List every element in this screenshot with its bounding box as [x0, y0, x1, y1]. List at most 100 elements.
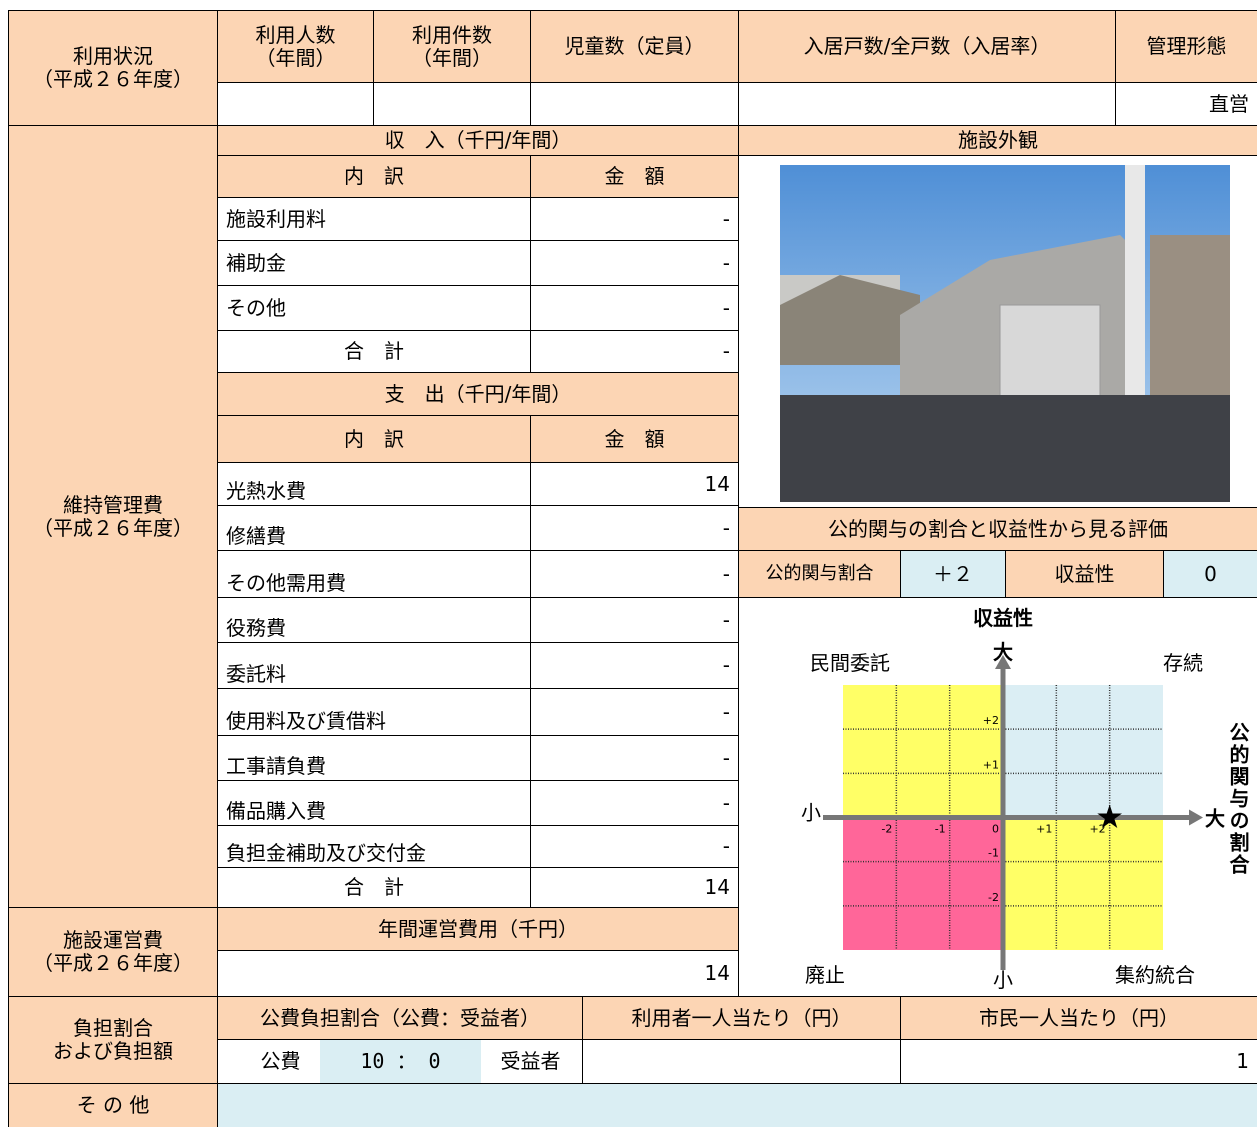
expense-amount: 14 — [530, 867, 739, 908]
income-item: 合 計 — [217, 330, 531, 373]
expense-item: 工事請負費 — [217, 735, 531, 781]
cell-text: 公費 — [260, 1049, 301, 1073]
arrow — [1189, 809, 1203, 826]
axis-end: 大 — [1205, 807, 1225, 831]
expense-amount: 14 — [530, 462, 739, 506]
axis-title: 公的関与の割合 — [1226, 722, 1250, 876]
cell-text: 収 入（千円/年間） — [384, 128, 572, 152]
cell-text: - — [722, 206, 730, 231]
cell-text: その他 — [226, 295, 286, 320]
cell-text: 支 出（千円/年間） — [384, 381, 572, 406]
cell-text: 備品購入費 — [226, 799, 326, 823]
cell-text: 0 — [1204, 561, 1217, 586]
expense-item: 役務費 — [217, 597, 531, 643]
cell-text: - — [722, 790, 730, 815]
cell-text: - — [722, 561, 730, 586]
income-amount: - — [530, 330, 739, 373]
cell-text: 補助金 — [226, 250, 286, 275]
cell-text: 1 — [1236, 1049, 1249, 1073]
cell-text: 使用料及び賃借料 — [226, 709, 386, 733]
evaluation-matrix: -2 -1 0 +1 +2+2+1-1-2収益性大小小大公的関与の割合民間委託 存続廃止集… — [801, 606, 1250, 992]
cell-text: （平成２６年度） — [33, 67, 193, 91]
operation-label: 施設運営費 （平成２６年度） — [8, 907, 218, 997]
cell-text: その他需用費 — [226, 571, 346, 595]
expense-amount: - — [530, 597, 739, 643]
burden-ratio: 10 ： 0 — [320, 1040, 481, 1083]
cell-text: 金 額 — [604, 426, 665, 451]
cell-text: 修繕費 — [226, 524, 286, 548]
cell-text: および負担額 — [53, 1039, 173, 1063]
cell-text: 役務費 — [226, 616, 286, 640]
usage-value — [530, 82, 739, 126]
income-item: 施設利用料 — [217, 197, 531, 241]
cell-text: 10 ： 0 — [360, 1049, 441, 1073]
quadrant-label: 集約統合 — [1115, 963, 1195, 987]
burden-head: 市民一人当たり（円） — [900, 996, 1257, 1040]
public-value: ＋２ — [900, 550, 1006, 598]
exterior-title: 施設外観 — [738, 125, 1257, 156]
public-label: 公的関与割合 — [738, 550, 901, 598]
cell-text: 公的関与割合 — [765, 562, 874, 584]
other-label: そ の 他 — [8, 1083, 218, 1127]
y-tick-label: -2 — [988, 891, 999, 904]
y-tick-label: +1 — [983, 758, 999, 771]
quadrant — [1003, 685, 1163, 818]
expense-item: 修繕費 — [217, 505, 531, 551]
quadrant — [843, 685, 1003, 818]
income-amount: - — [530, 285, 739, 331]
usage-value — [217, 82, 374, 126]
cell-text: 利用者一人当たり（円） — [631, 1005, 852, 1030]
cell-text: 入居戸数/全戸数（入居率） — [803, 34, 1051, 58]
cell-text: 負担金補助及び交付金 — [226, 841, 426, 865]
x-tick-label: +1 — [1036, 823, 1052, 836]
burden-beneficiary: 受益者 — [480, 1040, 581, 1083]
operation-value: 14 — [217, 950, 739, 997]
operation-title: 年間運営費用（千円） — [217, 907, 739, 951]
evaluation-point — [1097, 804, 1122, 828]
profit-label: 収益性 — [1005, 550, 1164, 598]
cell-text: （平成２６年度） — [33, 951, 193, 975]
quadrant — [843, 817, 1003, 950]
per-user — [582, 1039, 901, 1084]
expense-amount: - — [530, 505, 739, 551]
expense-amount: - — [530, 825, 739, 868]
other-value — [217, 1083, 1257, 1127]
income-item: 補助金 — [217, 240, 531, 286]
usage-header: 利用人数 （年間） — [217, 10, 374, 83]
cell-text: 年間運営費用（千円） — [378, 916, 578, 941]
burden-head: 利用者一人当たり（円） — [582, 996, 901, 1040]
cell-text: （平成２６年度） — [33, 515, 193, 540]
per-citizen: 1 — [900, 1039, 1257, 1084]
quadrant-label: 民間委託 — [810, 651, 890, 675]
usage-value — [738, 82, 1116, 126]
usage-value — [373, 82, 531, 126]
y-tick-label: +2 — [983, 714, 999, 727]
expense-item: 使用料及び賃借料 — [217, 688, 531, 736]
cell-text: 市民一人当たり（円） — [979, 1005, 1179, 1030]
expense-item: 委託料 — [217, 642, 531, 689]
quadrant-label: 廃止 — [805, 963, 845, 987]
income-head: 内 訳 — [217, 155, 531, 198]
usage-header: 利用件数 （年間） — [373, 10, 531, 83]
cell-text: 管理形態 — [1146, 34, 1227, 58]
cell-text: 合 計 — [344, 339, 404, 363]
cell-text: - — [722, 295, 730, 320]
cell-text: （年間） — [412, 45, 492, 70]
cell-text: - — [722, 653, 730, 677]
cell-text: 委託料 — [226, 662, 286, 686]
usage-header: 児童数（定員） — [530, 10, 739, 83]
expense-amount: - — [530, 735, 739, 781]
cell-text: - — [722, 339, 730, 363]
cell-text: 収益性 — [1054, 561, 1115, 586]
x-tick-label: 0 — [992, 823, 999, 836]
cell-text: 公的関与の割合と収益性から見る評価 — [828, 516, 1168, 541]
y-tick-label: -1 — [988, 847, 999, 860]
cell-text: 利用人数 — [255, 22, 336, 47]
income-head: 金 額 — [530, 155, 739, 198]
cell-text: 受益者 — [500, 1049, 561, 1073]
expense-amount: - — [530, 550, 739, 598]
expense-head: 内 訳 — [217, 415, 531, 463]
usage-label: 利用状況 （平成２６年度） — [8, 10, 218, 126]
expense-amount: - — [530, 642, 739, 689]
